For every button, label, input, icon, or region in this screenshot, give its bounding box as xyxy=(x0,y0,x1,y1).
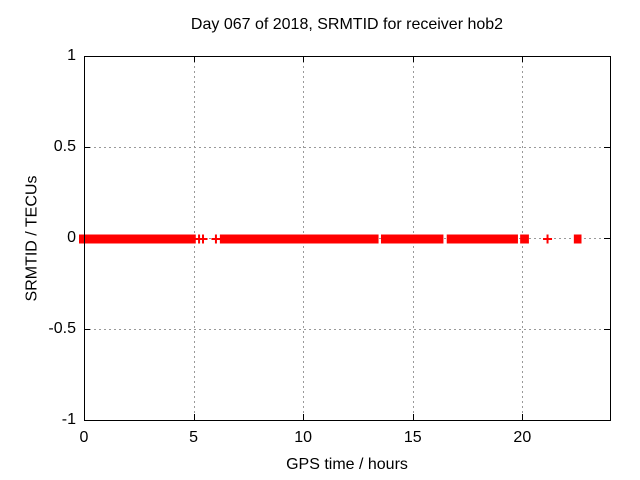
x-tick-label: 20 xyxy=(513,429,532,446)
y-tick-label: -0.5 xyxy=(48,320,76,337)
plot-frame xyxy=(84,56,611,421)
x-tick-label: 5 xyxy=(189,429,199,446)
x-tick-label: 10 xyxy=(294,429,313,446)
x-axis-title: GPS time / hours xyxy=(286,456,408,473)
y-tick-label: 0.5 xyxy=(53,138,76,155)
chart-title: Day 067 of 2018, SRMTID for receiver hob… xyxy=(190,16,504,33)
data-point-plus xyxy=(198,234,208,244)
y-tick-label: 0 xyxy=(67,229,76,246)
x-tick-label: 0 xyxy=(79,429,89,446)
x-tick-label: 15 xyxy=(403,429,422,446)
data-point-plus xyxy=(543,234,553,244)
data-point-plus xyxy=(211,234,221,244)
y-tick-label: 1 xyxy=(67,47,76,64)
y-tick-label: -1 xyxy=(61,411,76,428)
